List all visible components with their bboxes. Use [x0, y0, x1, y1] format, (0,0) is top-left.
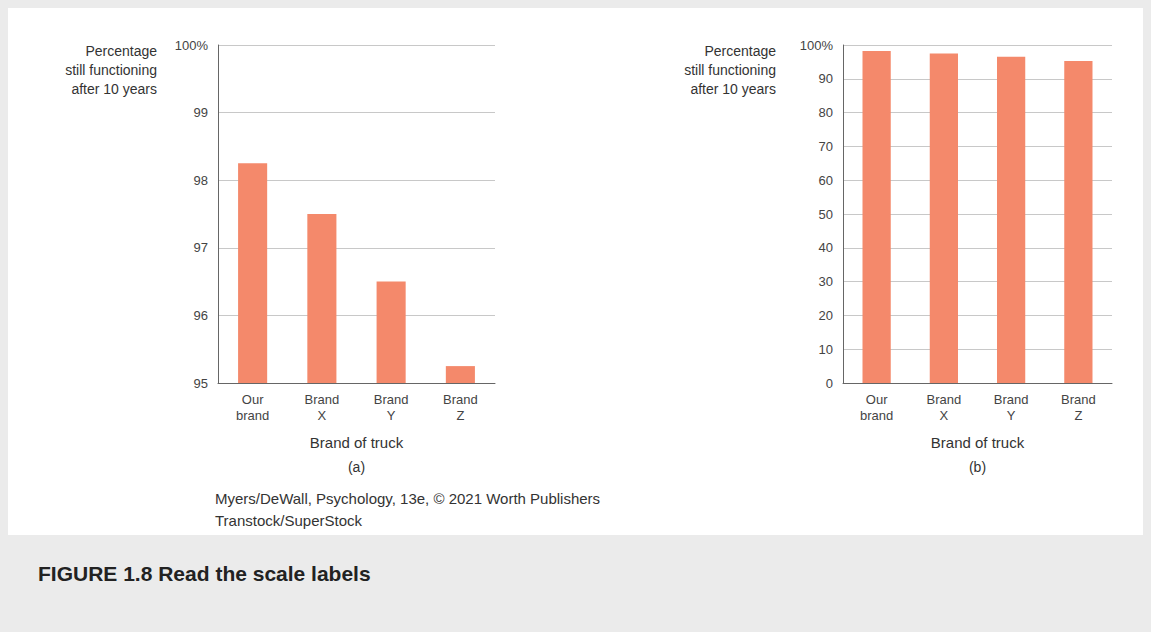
svg-text:95: 95: [194, 376, 208, 391]
svg-text:98: 98: [194, 173, 208, 188]
svg-text:97: 97: [194, 240, 208, 255]
svg-text:Our: Our: [242, 392, 264, 407]
svg-text:X: X: [940, 408, 949, 423]
svg-text:40: 40: [819, 240, 833, 255]
svg-text:still functioning: still functioning: [65, 62, 157, 78]
svg-text:30: 30: [819, 274, 833, 289]
svg-text:99: 99: [194, 105, 208, 120]
svg-text:Our: Our: [866, 392, 888, 407]
svg-text:10: 10: [819, 342, 833, 357]
svg-text:20: 20: [819, 308, 833, 323]
svg-text:70: 70: [819, 139, 833, 154]
html-text:FIGURE 1.8 Read the scale labe: FIGURE 1.8 Read the scale labels: [38, 562, 371, 585]
html-text:Transtock/SuperStock: Transtock/SuperStock: [215, 512, 362, 529]
svg-text:Brand: Brand: [305, 392, 340, 407]
svg-text:after 10 years: after 10 years: [690, 81, 776, 97]
svg-text:Brand: Brand: [1061, 392, 1096, 407]
svg-text:Z: Z: [1074, 408, 1082, 423]
svg-text:0: 0: [826, 376, 833, 391]
svg-text:(b): (b): [969, 459, 986, 475]
svg-text:90: 90: [819, 71, 833, 86]
svg-text:80: 80: [819, 105, 833, 120]
svg-text:still functioning: still functioning: [684, 62, 776, 78]
svg-text:X: X: [318, 408, 327, 423]
svg-text:100%: 100%: [175, 38, 209, 53]
svg-text:Brand of truck: Brand of truck: [931, 434, 1025, 451]
svg-text:Z: Z: [456, 408, 464, 423]
svg-text:Brand of truck: Brand of truck: [310, 434, 404, 451]
svg-text:brand: brand: [860, 408, 893, 423]
svg-text:96: 96: [194, 308, 208, 323]
svg-text:Y: Y: [387, 408, 396, 423]
svg-text:Percentage: Percentage: [704, 43, 776, 59]
svg-text:Brand: Brand: [374, 392, 409, 407]
svg-text:after 10 years: after 10 years: [71, 81, 157, 97]
svg-text:Percentage: Percentage: [85, 43, 157, 59]
svg-text:Brand: Brand: [443, 392, 478, 407]
svg-text:50: 50: [819, 207, 833, 222]
svg-text:Y: Y: [1007, 408, 1016, 423]
svg-text:60: 60: [819, 173, 833, 188]
html-text:Myers/DeWall, Psychology, 13e,: Myers/DeWall, Psychology, 13e, © 2021 Wo…: [215, 490, 601, 507]
svg-text:brand: brand: [236, 408, 269, 423]
svg-text:(a): (a): [348, 459, 365, 475]
svg-text:Brand: Brand: [994, 392, 1029, 407]
svg-text:100%: 100%: [800, 38, 834, 53]
svg-text:Brand: Brand: [927, 392, 962, 407]
